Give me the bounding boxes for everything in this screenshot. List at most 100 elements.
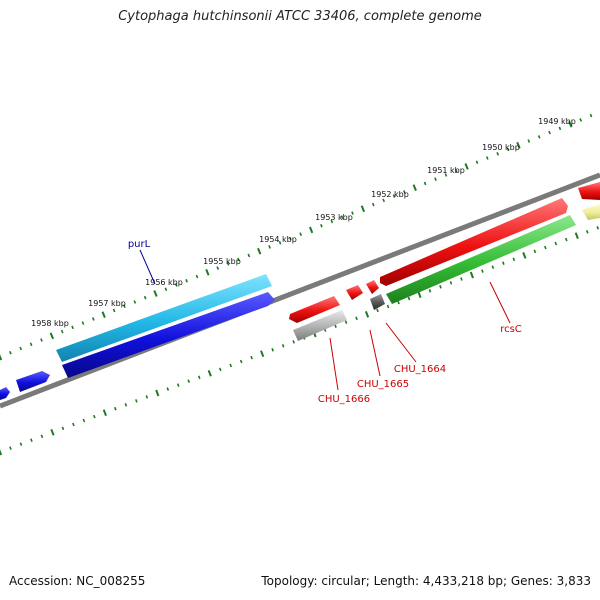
outer-track-tick	[537, 135, 541, 139]
outer-track-tick	[29, 342, 33, 347]
outer-track-tick	[9, 350, 12, 355]
inner-track-tick	[596, 226, 600, 230]
inner-track-tick	[512, 257, 516, 262]
outer-track-tick	[237, 257, 240, 262]
scale-labels: 1949 kbp 1950 kbp 1951 kbp 1952 kbp 1953…	[31, 117, 576, 328]
leader-lines	[139, 249, 511, 391]
scale-label-1951: 1951 kbp	[427, 166, 465, 175]
outer-track-tick	[153, 290, 158, 297]
gene-label-chu-1665: CHU_1665	[357, 379, 409, 390]
outer-track-tick	[558, 126, 562, 131]
inner-track-tick	[281, 344, 285, 348]
inner-track-tick	[469, 271, 474, 279]
inner-track-tick	[481, 269, 484, 273]
inner-track-tick	[229, 363, 233, 368]
gene-gray[interactable]	[293, 310, 347, 341]
outer-track-tick	[123, 304, 126, 308]
leader-chu-1665	[369, 329, 381, 377]
scale-label-1949: 1949 kbp	[538, 117, 576, 126]
map-title: Cytophaga hutchinsonii ATCC 33406, compl…	[118, 9, 482, 24]
inner-track-tick	[355, 316, 358, 321]
inner-track-tick	[292, 340, 295, 344]
gene-dark-small[interactable]	[370, 294, 385, 310]
outer-track-tick	[195, 274, 199, 279]
inner-track-tick	[114, 406, 117, 411]
outer-track-tick	[360, 205, 366, 213]
gene-red-small-1[interactable]	[366, 280, 379, 294]
gene-purl[interactable]	[56, 274, 272, 362]
inner-track-tick	[417, 291, 422, 299]
inner-track-tick	[344, 320, 348, 324]
inner-track-tick	[376, 308, 379, 313]
inner-track-tick	[386, 304, 390, 309]
leader-chu-1666	[329, 337, 339, 391]
leader-chu-1664	[385, 322, 417, 363]
outer-track-tick	[205, 269, 210, 276]
outer-track-tick	[475, 160, 479, 165]
gene-green-long[interactable]	[386, 215, 576, 304]
scale-label-1957: 1957 kbp	[88, 299, 126, 308]
inner-track-tick	[166, 387, 170, 391]
gene-label-chu-1664: CHU_1664	[394, 364, 446, 375]
outer-track-tick	[40, 338, 43, 342]
outer-track-tick	[579, 118, 583, 122]
inner-track-tick	[93, 414, 96, 419]
outer-track-tick	[257, 247, 262, 255]
leader-purl	[139, 249, 156, 285]
inner-track-tick	[239, 359, 243, 364]
gene-red-small-2[interactable]	[346, 285, 363, 300]
inner-track-tick	[207, 370, 212, 377]
inner-track-tick	[364, 311, 370, 318]
inner-track-tick	[271, 348, 274, 352]
outer-track-tick	[91, 317, 95, 321]
outer-track-tick	[308, 226, 314, 234]
inner-track-tick	[533, 249, 537, 254]
scale-label-1953: 1953 kbp	[315, 213, 353, 222]
outer-track-tick	[423, 181, 427, 186]
inner-track-tick	[30, 438, 33, 442]
outer-track-tick	[485, 156, 489, 160]
gene-blue-3[interactable]	[0, 387, 10, 400]
outer-track-tick	[568, 120, 573, 128]
gene-blue-2[interactable]	[16, 371, 50, 392]
inner-track-tick	[155, 389, 160, 397]
gene-red-edge[interactable]	[578, 182, 600, 200]
gene-chu-1666-red[interactable]	[289, 296, 340, 323]
outer-track-tick	[49, 332, 55, 340]
scale-label-1950: 1950 kbp	[482, 143, 520, 152]
genome-backbone	[0, 172, 600, 409]
inner-track-tick	[250, 355, 253, 360]
outer-track-tick	[164, 287, 168, 292]
inner-track-tick	[50, 428, 55, 436]
inner-track-tick	[544, 245, 547, 250]
gene-blue-1[interactable]	[62, 292, 275, 378]
inner-track-tick	[9, 446, 12, 450]
outer-track-tick	[527, 139, 531, 143]
gene-red-long[interactable]	[380, 198, 568, 286]
inner-track-tick	[585, 230, 589, 234]
outer-track-tick	[444, 173, 448, 177]
inner-track-tick	[460, 277, 463, 281]
inner-track-tick	[19, 442, 23, 446]
outer-track-tick	[589, 113, 593, 118]
outer-track-tick	[185, 279, 188, 283]
outer-track-tick	[268, 245, 271, 249]
outer-track-tick	[0, 354, 3, 361]
outer-track-tick	[340, 215, 344, 220]
outer-track-tick	[351, 211, 354, 215]
outer-track-tick	[330, 219, 334, 224]
inner-track-tick	[397, 300, 400, 305]
outer-track-tick	[226, 262, 230, 266]
outer-track-tick	[454, 168, 458, 173]
inner-track-tick	[554, 241, 558, 246]
inner-track-tick	[176, 383, 180, 387]
inner-track-tick	[334, 324, 337, 328]
leader-rcsc	[489, 281, 511, 324]
outer-track-tick	[112, 308, 116, 313]
gene-yellow-edge[interactable]	[582, 204, 600, 220]
inner-track-tick	[218, 367, 222, 372]
inner-track-tick	[61, 426, 65, 431]
outer-track-tick	[143, 295, 147, 300]
outer-track-tick	[247, 253, 251, 258]
